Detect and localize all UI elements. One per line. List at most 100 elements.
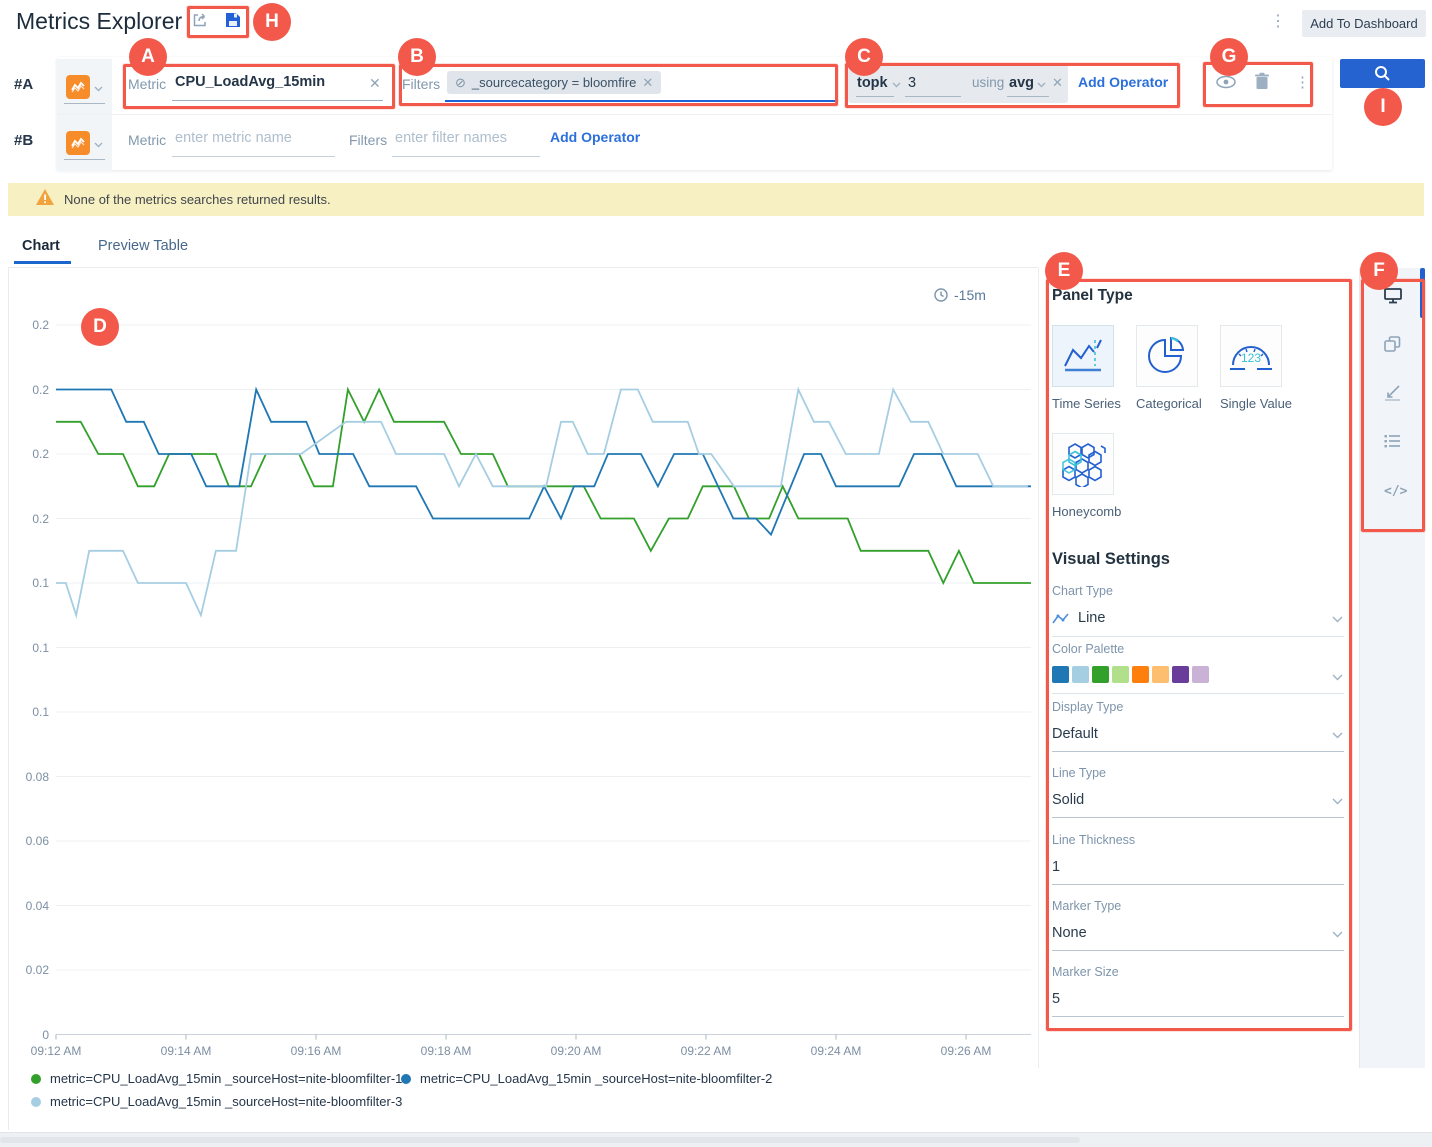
time-range-indicator[interactable]: -15m xyxy=(934,287,986,303)
y-tick-label: 0.1 xyxy=(32,705,49,719)
visual-settings-title: Visual Settings xyxy=(1052,550,1170,568)
save-icon[interactable] xyxy=(225,12,241,33)
panel-type-honeycomb[interactable] xyxy=(1052,433,1114,495)
operator-param[interactable]: 3 xyxy=(908,75,917,91)
panel-type-title: Panel Type xyxy=(1052,287,1133,304)
agg-chevron-icon[interactable] xyxy=(1037,75,1046,93)
panel-type-time-series[interactable] xyxy=(1052,325,1114,387)
y-tick-label: 0.1 xyxy=(32,576,49,590)
x-tick-label: 09:26 AM xyxy=(940,1044,992,1058)
query-type-chevron-icon-b[interactable] xyxy=(94,135,103,153)
y-tick-label: 0.2 xyxy=(32,318,49,332)
marker-size-label: Marker Size xyxy=(1052,965,1119,979)
search-button[interactable] xyxy=(1340,59,1425,88)
panel-type-label-honeycomb: Honeycomb xyxy=(1052,504,1122,519)
annotation-marker-A: A xyxy=(129,38,167,76)
legend-item-3[interactable]: metric=CPU_LoadAvg_15min _sourceHost=nit… xyxy=(31,1094,402,1109)
metrics-query-type-icon-b[interactable] xyxy=(66,131,90,155)
legend-label-1: metric=CPU_LoadAvg_15min _sourceHost=nit… xyxy=(50,1071,403,1086)
filter-remove-icon[interactable]: ✕ xyxy=(642,74,654,90)
annotation-marker-D: D xyxy=(81,308,119,346)
filter-tag[interactable]: ⊘ _sourcecategory = bloomfire ✕ xyxy=(447,71,662,94)
chart-type-value[interactable]: Line xyxy=(1078,610,1106,626)
x-tick-label: 09:24 AM xyxy=(810,1044,862,1058)
search-icon xyxy=(1375,66,1390,81)
series-line xyxy=(56,386,1031,537)
tab-preview-table[interactable]: Preview Table xyxy=(98,238,189,254)
legend-dot-green xyxy=(31,1073,41,1084)
time-range-label: -15m xyxy=(954,287,986,303)
series-line xyxy=(56,386,1031,586)
y-tick-label: 0.02 xyxy=(25,963,49,977)
warning-banner: None of the metrics searches returned re… xyxy=(8,183,1424,216)
line-chart-plot[interactable] xyxy=(9,268,1039,1058)
chart-type-chevron-icon[interactable] xyxy=(1332,610,1343,628)
filters-input-b[interactable] xyxy=(395,130,535,146)
duplicate-copy-icon[interactable] xyxy=(1384,336,1401,358)
palette-swatch xyxy=(1172,666,1189,683)
query-code-icon[interactable]: </> xyxy=(1384,484,1408,499)
annotation-marker-F: F xyxy=(1360,252,1398,290)
metric-label-a: Metric xyxy=(128,76,167,92)
metric-clear-icon[interactable]: ✕ xyxy=(369,75,381,91)
line-type-value[interactable]: Solid xyxy=(1052,792,1085,808)
display-type-chevron-icon[interactable] xyxy=(1332,726,1343,744)
panel-scrollbar-thumb[interactable] xyxy=(1420,268,1425,318)
query-row-kebab-icon[interactable]: ⋮ xyxy=(1295,74,1310,91)
chart-type-label: Chart Type xyxy=(1052,584,1113,598)
panel-type-categorical[interactable] xyxy=(1136,325,1198,387)
tab-chart[interactable]: Chart xyxy=(22,238,60,254)
add-to-dashboard-button[interactable]: Add To Dashboard xyxy=(1302,10,1426,37)
query-type-chevron-icon[interactable] xyxy=(94,79,103,97)
filters-label-b: Filters xyxy=(349,132,388,148)
operator-chevron-icon[interactable] xyxy=(892,75,901,93)
marker-type-value[interactable]: None xyxy=(1052,925,1087,941)
y-tick-label: 0.08 xyxy=(25,769,49,784)
palette-swatch xyxy=(1152,666,1169,683)
operator-using-label: using xyxy=(972,75,1005,90)
pie-chart-icon xyxy=(1148,336,1185,373)
legend-dot-lightblue xyxy=(31,1096,41,1107)
y-tick-label: 0.2 xyxy=(32,511,49,526)
add-operator-link-a[interactable]: Add Operator xyxy=(1078,74,1169,90)
delete-query-trash-icon[interactable] xyxy=(1254,72,1270,95)
kebab-menu-icon[interactable]: ⋮ xyxy=(1270,13,1286,30)
marker-type-chevron-icon[interactable] xyxy=(1332,925,1343,943)
palette-swatch xyxy=(1072,666,1089,683)
legend-list-icon[interactable] xyxy=(1384,434,1401,453)
export-icon[interactable] xyxy=(192,11,209,33)
color-palette-chevron-icon[interactable] xyxy=(1332,668,1343,686)
line-type-chevron-icon[interactable] xyxy=(1332,792,1343,810)
display-mode-monitor-icon[interactable] xyxy=(1384,288,1402,309)
axes-settings-icon[interactable] xyxy=(1384,385,1401,406)
time-series-icon xyxy=(1064,339,1102,372)
metrics-query-type-icon[interactable] xyxy=(66,75,90,99)
query-card: Metric ✕ Filters ⊘ _sourcecategory = blo… xyxy=(57,57,1332,171)
display-type-label: Display Type xyxy=(1052,700,1124,714)
operator-remove-icon[interactable]: ✕ xyxy=(1052,75,1063,90)
display-type-value[interactable]: Default xyxy=(1052,726,1098,742)
row-a-id: #A xyxy=(14,76,34,93)
color-palette-swatches[interactable] xyxy=(1052,666,1212,688)
operator-name[interactable]: topk xyxy=(857,75,888,91)
warning-icon xyxy=(36,189,54,210)
marker-type-label: Marker Type xyxy=(1052,899,1122,913)
legend-item-2[interactable]: metric=CPU_LoadAvg_15min _sourceHost=nit… xyxy=(401,1071,772,1086)
metric-input-b[interactable] xyxy=(175,130,330,146)
line-thickness-value[interactable]: 1 xyxy=(1052,859,1061,875)
warning-message: None of the metrics searches returned re… xyxy=(64,192,331,207)
marker-size-value[interactable]: 5 xyxy=(1052,991,1061,1007)
legend-label-3: metric=CPU_LoadAvg_15min _sourceHost=nit… xyxy=(50,1094,403,1109)
x-tick-label: 09:18 AM xyxy=(420,1044,472,1058)
horizontal-scrollbar[interactable] xyxy=(0,1137,1080,1143)
metric-input-a[interactable] xyxy=(175,74,365,90)
line-chart-type-icon xyxy=(1052,612,1070,631)
hide-query-eye-icon[interactable] xyxy=(1215,74,1237,95)
page-title: Metrics Explorer xyxy=(16,8,183,34)
operator-agg[interactable]: avg xyxy=(1009,75,1034,91)
legend-item-1[interactable]: metric=CPU_LoadAvg_15min _sourceHost=nit… xyxy=(31,1071,402,1086)
palette-swatch xyxy=(1092,666,1109,683)
x-tick-label: 09:20 AM xyxy=(550,1044,602,1058)
panel-type-single-value[interactable]: 123 xyxy=(1220,325,1282,387)
add-operator-link-b[interactable]: Add Operator xyxy=(550,129,641,145)
